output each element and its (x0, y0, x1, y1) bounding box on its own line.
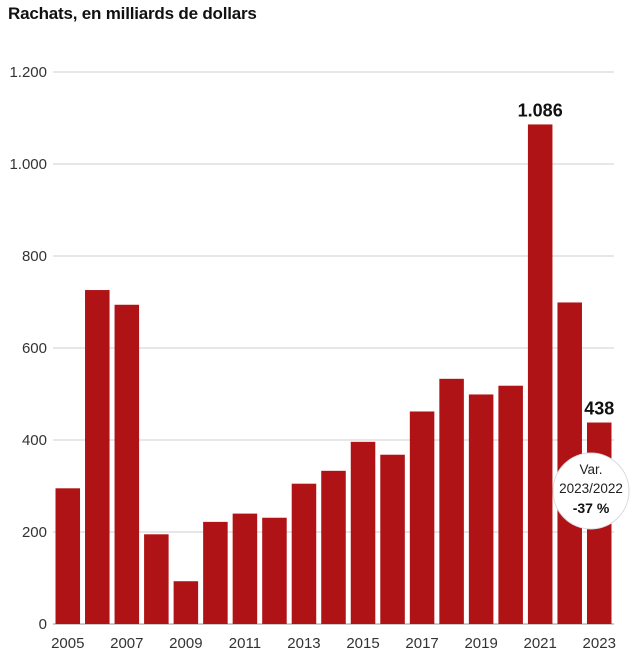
x-axis-tick-labels: 2005 2007 2009 2011 2013 2015 2017 2019 2021 2023 (51, 635, 616, 652)
bars (55, 124, 612, 624)
x-tick-label: 2005 (51, 635, 84, 652)
data-label-2021: 1.086 (518, 100, 563, 120)
bar-2014 (321, 470, 346, 624)
variation-badge-line1: Var. (579, 462, 602, 477)
bar-2021 (527, 124, 553, 624)
bar-2009 (173, 581, 199, 624)
y-tick-label: 800 (22, 248, 47, 265)
x-tick-label: 2017 (405, 635, 438, 652)
variation-badge-circle (552, 452, 630, 530)
bar-2007 (114, 304, 140, 624)
bar-2020 (498, 385, 523, 624)
bar-2012 (262, 517, 287, 624)
data-labels: 1.086 438 (518, 100, 615, 418)
y-tick-label: 600 (22, 340, 47, 357)
y-tick-label: 200 (22, 524, 47, 541)
bar-2011 (232, 513, 258, 624)
x-tick-label: 2013 (287, 635, 320, 652)
data-label-2023: 438 (584, 399, 614, 419)
bar-2005 (55, 488, 81, 624)
x-tick-label: 2009 (169, 635, 202, 652)
x-tick-label: 2023 (583, 635, 616, 652)
x-tick-label: 2007 (110, 635, 143, 652)
chart-title: Rachats, en milliards de dollars (8, 4, 257, 23)
bar-2018 (439, 378, 464, 624)
x-tick-label: 2015 (346, 635, 379, 652)
variation-badge-line2: 2023/2022 (559, 481, 623, 496)
x-tick-label: 2011 (229, 635, 261, 652)
y-tick-label: 0 (39, 616, 47, 633)
y-tick-label: 1.000 (9, 156, 47, 173)
y-tick-label: 400 (22, 432, 47, 449)
bar-2010 (203, 521, 228, 624)
variation-badge: Var. 2023/2022 -37 % (552, 452, 630, 530)
x-tick-label: 2019 (464, 635, 497, 652)
bar-2017 (409, 411, 435, 624)
x-tick-label: 2021 (523, 635, 556, 652)
bar-2015 (350, 441, 376, 624)
y-axis-tick-labels: 0 200 400 600 800 1.000 1.200 (9, 64, 47, 633)
bar-2013 (291, 483, 317, 624)
bar-2008 (144, 534, 169, 624)
bar-2006 (85, 290, 110, 624)
variation-badge-value: -37 % (573, 500, 610, 516)
bar-2019 (468, 394, 494, 624)
bar-2016 (380, 454, 405, 624)
y-tick-label: 1.200 (9, 64, 47, 81)
